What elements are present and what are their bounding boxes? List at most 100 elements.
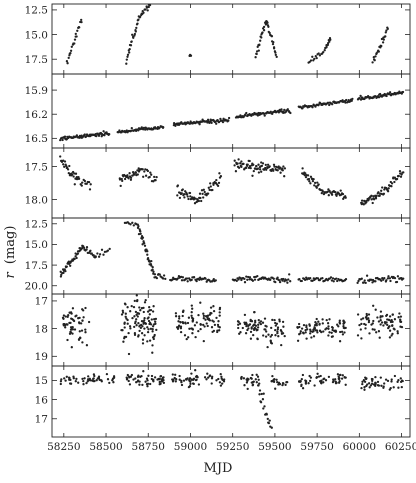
data-point: [132, 36, 135, 39]
data-point: [194, 369, 197, 372]
data-point: [188, 379, 191, 383]
data-point: [130, 373, 134, 377]
data-point: [240, 160, 243, 163]
data-point: [262, 392, 265, 395]
data-point: [313, 184, 316, 187]
data-point: [190, 314, 193, 317]
y-tick-label: 15.9: [25, 85, 48, 97]
data-point: [182, 192, 186, 196]
data-point: [78, 330, 81, 333]
data-point: [258, 393, 261, 396]
data-point: [270, 342, 274, 345]
data-point: [144, 298, 147, 302]
data-point: [182, 379, 186, 382]
data-point: [214, 279, 217, 282]
data-point: [220, 375, 223, 378]
data-point: [92, 373, 96, 376]
data-point: [305, 325, 308, 329]
data-point: [62, 314, 66, 317]
data-point: [207, 318, 211, 321]
data-point: [78, 26, 81, 29]
data-point: [360, 322, 363, 326]
data-point: [380, 384, 383, 387]
data-point: [151, 268, 154, 271]
data-point: [133, 325, 136, 329]
data-point: [128, 383, 132, 386]
data-point: [190, 311, 193, 314]
data-point: [146, 326, 149, 329]
y-tick-label: 15.0: [25, 239, 48, 251]
data-point: [254, 378, 257, 381]
data-point: [150, 318, 153, 321]
data-point: [314, 321, 317, 324]
data-point: [384, 378, 388, 381]
data-point: [126, 322, 129, 325]
data-point: [283, 175, 286, 178]
panel-5: 17 18 19: [35, 293, 411, 367]
data-point: [260, 164, 264, 168]
data-point: [313, 326, 316, 329]
data-point: [133, 173, 136, 176]
y-axis-title: r (mag): [3, 226, 18, 279]
data-point: [308, 324, 311, 327]
data-point: [187, 336, 190, 339]
data-point: [388, 315, 392, 318]
data-point: [268, 419, 271, 422]
data-point: [98, 253, 102, 256]
data-point: [198, 192, 202, 195]
data-point: [280, 343, 283, 347]
data-point: [368, 332, 371, 335]
panel-1: 12.5 15.0 17.5: [25, 3, 411, 75]
data-point: [338, 319, 341, 322]
data-point: [272, 163, 276, 166]
data-point: [304, 331, 307, 334]
data-point: [282, 325, 285, 328]
data-point: [393, 374, 397, 378]
data-point: [260, 36, 263, 39]
data-point: [249, 318, 252, 322]
data-point: [265, 325, 268, 328]
data-point: [64, 326, 67, 329]
data-point: [328, 103, 331, 107]
data-point: [376, 316, 379, 319]
data-point: [65, 265, 68, 268]
data-point: [137, 374, 140, 377]
data-point: [212, 329, 216, 333]
data-point: [301, 331, 305, 334]
data-point: [335, 277, 338, 280]
data-point: [253, 310, 256, 314]
data-point: [384, 35, 387, 38]
data-point: [202, 196, 205, 199]
data-point: [366, 383, 369, 386]
data-point: [399, 325, 402, 328]
data-point: [246, 387, 249, 391]
data-point: [365, 314, 369, 317]
data-point: [81, 377, 84, 381]
data-point: [141, 338, 145, 341]
data-point: [183, 334, 187, 337]
data-point: [199, 301, 202, 304]
y-axis-unit: (mag): [3, 226, 18, 265]
data-point: [131, 33, 134, 36]
data-point: [272, 41, 275, 44]
data-point: [332, 378, 335, 381]
data-point: [206, 372, 209, 375]
data-point: [127, 177, 130, 180]
data-point: [317, 183, 320, 186]
data-point: [210, 382, 213, 385]
data-point: [360, 386, 363, 390]
data-point: [256, 337, 259, 340]
data-point: [270, 380, 274, 383]
data-point: [274, 334, 277, 337]
data-point: [277, 165, 280, 168]
data-point: [389, 279, 392, 283]
panel-2: 15.9 16.2 16.5: [25, 73, 411, 149]
data-point: [275, 322, 279, 325]
data-point: [197, 313, 200, 317]
data-point: [273, 318, 276, 322]
data-point: [155, 328, 158, 332]
data-point: [268, 31, 271, 35]
data-point: [256, 326, 260, 329]
data-point: [386, 27, 389, 31]
data-point: [371, 379, 374, 382]
